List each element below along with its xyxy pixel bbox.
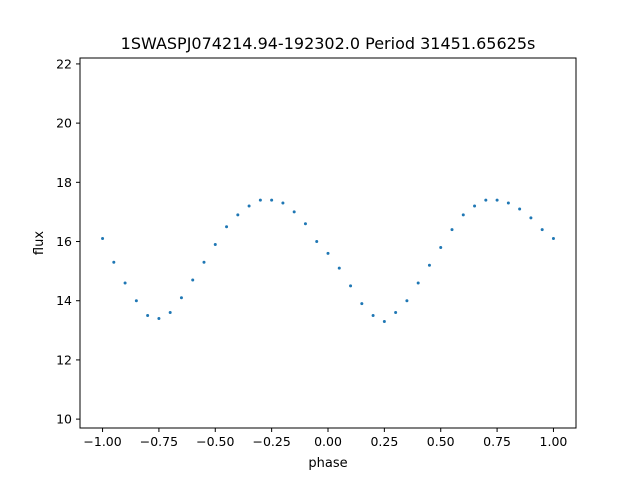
x-tick-label: 0.75 [483,434,511,449]
data-point [405,299,409,303]
data-point [360,302,364,306]
data-point [134,299,138,303]
x-tick-label: 0.50 [427,434,455,449]
data-point [123,281,127,285]
data-point [315,240,319,244]
data-point [225,225,229,229]
data-point [247,204,251,208]
data-point [349,284,353,288]
y-tick-label: 18 [56,175,72,190]
data-point [326,251,330,255]
data-point [416,281,420,285]
y-axis-label: flux [32,231,47,255]
x-tick-label: 1.00 [540,434,568,449]
chart-title: 1SWASPJ074214.94-192302.0 Period 31451.6… [121,34,536,53]
data-point [303,222,307,226]
x-tick-label: −0.50 [196,434,234,449]
data-point [258,198,262,202]
data-point [292,210,296,214]
data-point [157,316,161,320]
data-point [168,311,172,315]
plot-area-frame [79,57,577,429]
data-point [382,319,386,323]
data-point [394,311,398,315]
y-tick-label: 22 [56,56,72,71]
y-tick-label: 14 [56,293,72,308]
data-point [529,216,533,220]
scatter-points [101,198,555,323]
data-point [427,263,431,267]
data-point [146,314,150,318]
data-point [179,296,183,300]
x-tick-label: 0.25 [370,434,398,449]
x-tick-label: 0.00 [314,434,342,449]
data-point [473,204,477,208]
x-tick-label: −0.25 [252,434,290,449]
data-point [281,201,285,205]
y-tick-label: 20 [56,116,72,131]
y-tick-label: 10 [56,412,72,427]
x-axis-label: phase [308,456,347,471]
data-point [461,213,465,217]
data-point [439,245,443,249]
y-tick-label: 16 [56,234,72,249]
data-point [337,266,341,270]
x-tick-label: −0.75 [140,434,178,449]
data-point [371,314,375,318]
data-point [191,278,195,282]
data-point [506,201,510,205]
x-axis-ticks: −1.00 −0.75 −0.50 −0.25 0.00 0.25 0.50 0.75 1.00 [83,428,567,449]
x-tick-label: −1.00 [83,434,121,449]
data-point [213,242,217,246]
data-point [202,260,206,264]
data-point [112,260,116,264]
y-axis-ticks: 10 12 14 16 18 20 22 [56,56,80,427]
data-point [540,228,544,232]
data-point [101,237,105,241]
data-point [236,213,240,217]
y-tick-label: 12 [56,352,72,367]
data-point [518,207,522,211]
data-point [551,237,555,241]
data-point [270,198,274,202]
data-point [450,228,454,232]
data-point [495,198,499,202]
data-point [484,198,488,202]
